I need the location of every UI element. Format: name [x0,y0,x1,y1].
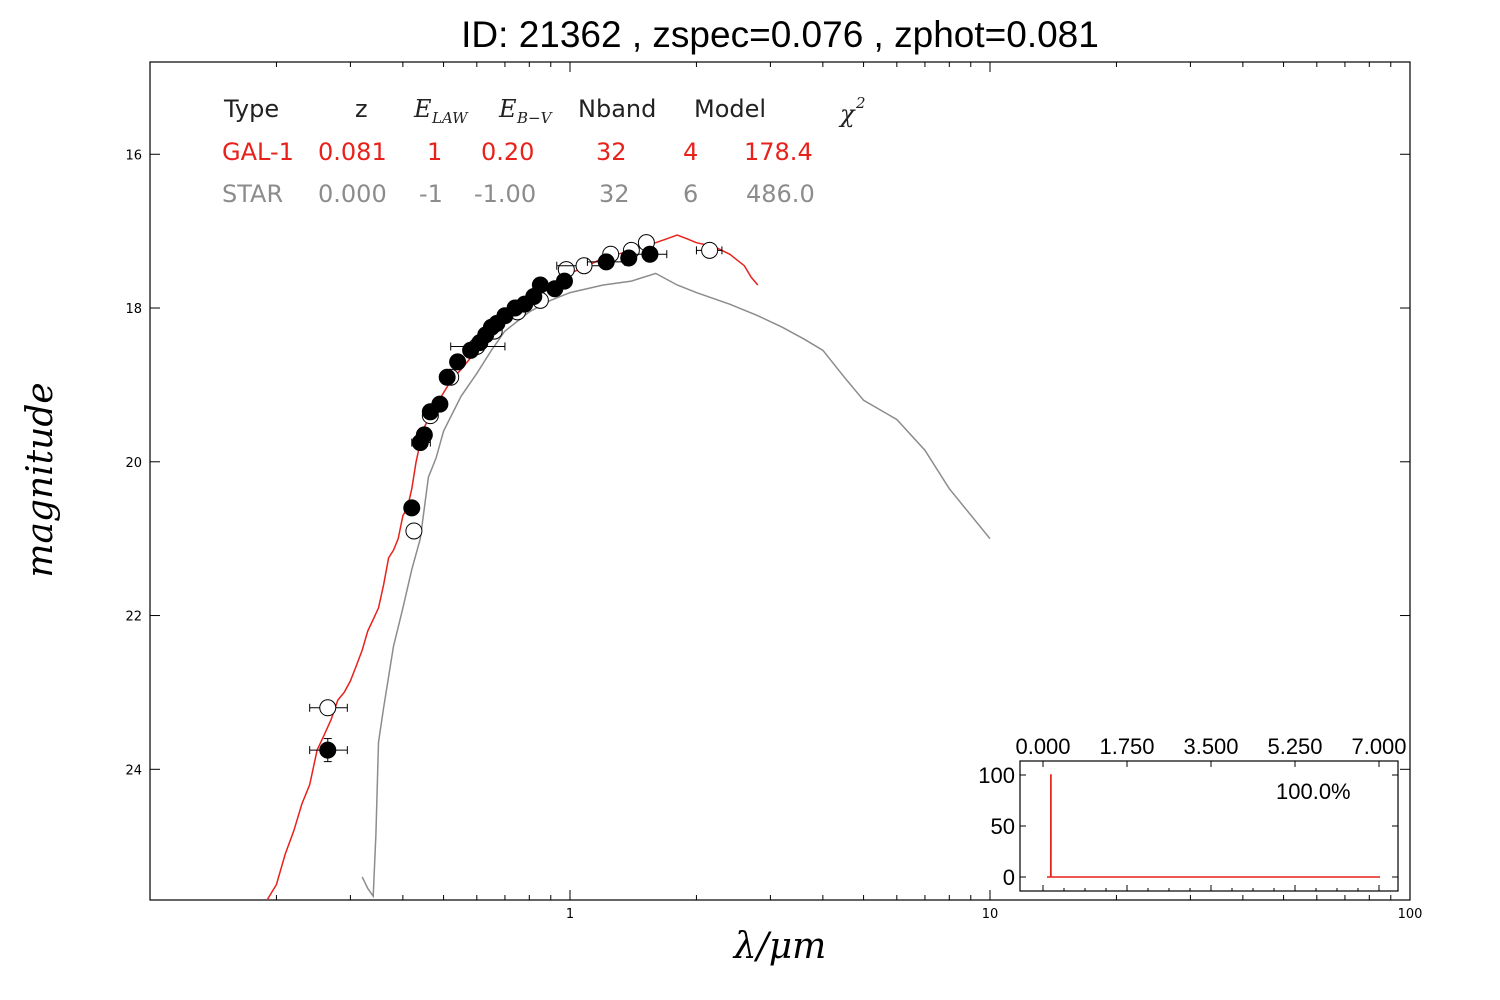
inset-y-tick-label: 0 [1003,865,1015,890]
model-lines [266,234,991,901]
plot-frame [149,61,1411,901]
table-header-model: Model [694,95,766,123]
observed-point [555,272,573,290]
star-z: 0.000 [318,180,387,208]
gal-elaw: 1 [427,138,442,166]
inset-ticks: 0.000 1.750 3.500 5.250 7.000 100 50 0 [978,734,1407,891]
y-tick-label: 24 [125,763,142,778]
inset-pdf: 0.000 1.750 3.500 5.250 7.000 100 50 0 100.0% [978,734,1407,892]
star-ebv: -1.00 [474,180,536,208]
observed-point [319,741,337,759]
galaxy-model-line [266,234,759,901]
fit-table: Type z E LAW E B−V Nband Model χ 2 GAL-1… [222,94,866,208]
gal-type: GAL-1 [222,138,294,166]
model-point [701,241,719,259]
star-elaw: -1 [419,180,443,208]
observed-point [438,368,456,386]
table-row-gal: GAL-1 0.081 1 0.20 32 4 178.4 [222,138,813,166]
chart-title: ID: 21362 , zspec=0.076 , zphot=0.081 [461,14,1099,55]
observed-point [641,245,659,263]
gal-chi2: 178.4 [744,138,813,166]
inset-peak-label: 100.0% [1276,779,1351,804]
observed-point [403,499,421,517]
table-header-elaw: E LAW [413,95,469,127]
inset-pdf-line [1047,774,1380,878]
y-tick-label: 22 [125,610,142,625]
gal-z: 0.081 [318,138,387,166]
table-header-ebv: E B−V [498,95,554,127]
table-header-chi2-sup: 2 [855,94,866,112]
gal-ebv: 0.20 [481,138,534,166]
inset-x-tick-label: 3.500 [1183,734,1238,759]
model-point [405,522,423,540]
table-header-type: Type [223,95,279,123]
inset-x-tick-label: 5.250 [1267,734,1322,759]
table-header-ebv-sub: B−V [516,109,554,127]
table-header-elaw-sub: LAW [431,109,469,127]
x-tick-label: 10 [982,907,999,922]
observed-point [531,276,549,294]
gal-model: 4 [683,138,698,166]
table-header-z: z [355,95,368,123]
y-tick-label: 20 [125,456,142,471]
x-tick-label: 100 [1398,907,1423,922]
y-tick-label: 18 [125,302,142,317]
inset-x-tick-label: 0.000 [1015,734,1070,759]
inset-x-tick-label: 7.000 [1351,734,1406,759]
star-nband: 32 [599,180,630,208]
model-point [319,699,337,717]
table-header-chi2-main: χ [838,100,856,128]
observed-point [620,249,638,267]
table-header-elaw-main: E [413,95,432,123]
inset-y-tick-label: 100 [978,763,1015,788]
x-axis-label: λ/μm [732,926,826,967]
table-header-nband: Nband [578,95,656,123]
observed-point [597,253,615,271]
model-point [575,257,593,275]
inset-y-tick-label: 50 [991,814,1015,839]
y-axis-label: magnitude [20,382,61,577]
observed-point [415,426,433,444]
table-header-ebv-main: E [498,95,517,123]
star-chi2: 486.0 [746,180,815,208]
inset-x-tick-label: 1.750 [1099,734,1154,759]
table-header-chi2: χ 2 [838,94,866,128]
observed-point [449,353,467,371]
x-tick-label: 1 [566,907,574,922]
star-type: STAR [222,180,283,208]
y-tick-label: 16 [125,148,142,163]
photometry-points [309,234,723,763]
table-row-star: STAR 0.000 -1 -1.00 32 6 486.0 [222,180,815,208]
observed-point [431,395,449,413]
star-model: 6 [683,180,698,208]
gal-nband: 32 [596,138,627,166]
